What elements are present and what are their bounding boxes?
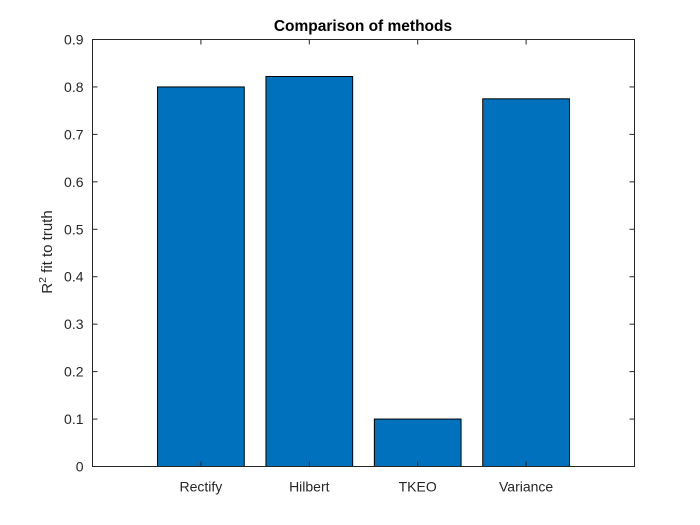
y-tick-label: 0.2	[64, 364, 84, 380]
y-tick-label: 0.4	[64, 269, 84, 285]
chart-title: Comparison of methods	[274, 18, 452, 35]
y-tick-label: 0	[76, 459, 84, 475]
y-tick-label: 0.8	[64, 79, 84, 95]
bars-group	[157, 76, 570, 468]
x-tick-label: Variance	[499, 479, 553, 495]
axes-box	[92, 39, 635, 467]
x-tick-label: Rectify	[180, 479, 223, 495]
y-axis-ticks: 0 0.1 0.2 0.3 0.4 0.5 0.6 0.7 0.8 0.9	[64, 32, 635, 475]
bar-tkeo	[373, 418, 462, 467]
bar-hilbert	[265, 76, 354, 468]
bar-variance	[482, 98, 570, 468]
y-tick-label: 0.6	[64, 174, 84, 190]
bar-rectify	[157, 86, 245, 467]
y-tick-label: 0.5	[64, 221, 84, 237]
y-tick-label: 0.7	[64, 126, 84, 142]
y-axis-label-superscript: 2	[37, 277, 49, 283]
y-tick-label: 0.1	[64, 411, 84, 427]
y-axis-label-suffix: fit to truth	[39, 210, 56, 277]
y-tick-label: 0.9	[64, 32, 84, 48]
y-tick-label: 0.3	[64, 316, 84, 332]
x-tick-label: Hilbert	[289, 479, 330, 495]
x-tick-label: TKEO	[399, 479, 437, 495]
x-axis-ticks: Rectify Hilbert TKEO Variance	[180, 39, 553, 495]
y-axis-label: R2 fit to truth	[37, 210, 56, 293]
y-axis-label-prefix: R	[39, 283, 56, 294]
